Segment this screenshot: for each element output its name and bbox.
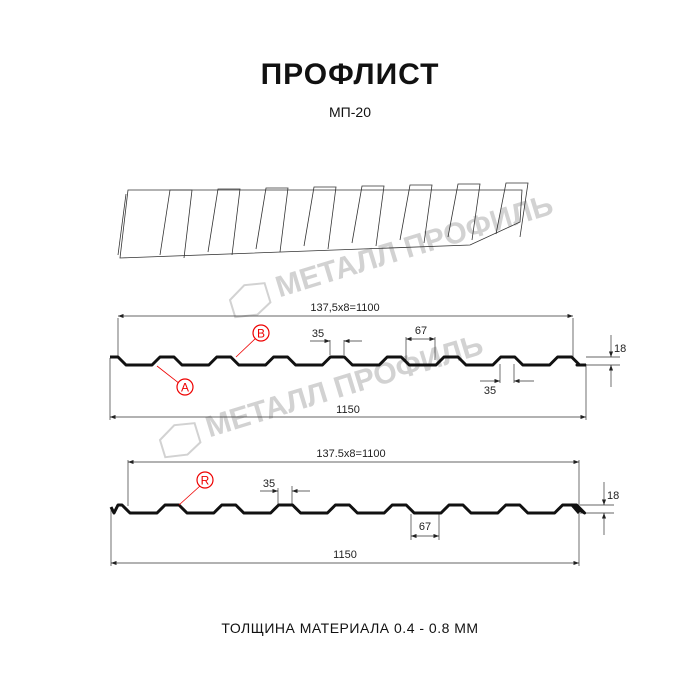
bottom-width-label: 35 xyxy=(484,385,496,397)
watermark-2: МЕТАЛЛ ПРОФИЛЬ xyxy=(158,328,487,459)
sheet-rib xyxy=(303,186,337,250)
watermark-text: МЕТАЛЛ ПРОФИЛЬ xyxy=(272,188,557,304)
svg-text:R: R xyxy=(201,474,210,488)
marker-a: A xyxy=(156,365,194,396)
sheet-3d-view xyxy=(117,182,529,259)
model-subtitle: МП-20 xyxy=(329,104,371,120)
sheet-rib xyxy=(447,183,481,241)
svg-text:A: A xyxy=(181,381,189,395)
pitch-label: 137.5x8=1100 xyxy=(316,448,385,460)
svg-text:B: B xyxy=(257,327,265,341)
profile-1-shape xyxy=(110,355,586,367)
crest-width-label: 35 xyxy=(263,478,275,490)
sheet-rib xyxy=(399,184,433,244)
trough-width-label: 67 xyxy=(419,521,431,533)
sheet-rib xyxy=(255,187,289,253)
marker-r: R xyxy=(178,471,214,506)
watermark-text: МЕТАЛЛ ПРОФИЛЬ xyxy=(202,328,487,444)
pitch-label: 137,5x8=1100 xyxy=(310,302,379,314)
watermark-logo-icon xyxy=(228,282,272,319)
sheet-rib xyxy=(207,188,241,256)
height-label: 18 xyxy=(607,490,619,502)
watermark-1: МЕТАЛЛ ПРОФИЛЬ xyxy=(228,188,557,319)
trough-width-label: 67 xyxy=(415,325,427,337)
material-thickness-note: ТОЛЩИНА МАТЕРИАЛА 0.4 - 0.8 ММ xyxy=(221,620,479,636)
profile-1: 137,5x8=1100 1150 35 67 35 18 A B xyxy=(109,302,626,420)
sheet-outline xyxy=(117,189,523,259)
marker-b: B xyxy=(235,324,270,358)
profile-2: 137.5x8=1100 1150 35 67 18 R xyxy=(109,448,619,566)
crest-width-label: 35 xyxy=(312,328,324,340)
height-label: 18 xyxy=(614,343,626,355)
width-label: 1150 xyxy=(333,549,357,561)
sheet-rib xyxy=(351,185,385,247)
profile-2-shape xyxy=(109,503,587,515)
width-label: 1150 xyxy=(336,404,360,416)
page-title: ПРОФЛИСТ xyxy=(260,58,440,91)
watermark-logo-icon xyxy=(158,422,202,459)
sheet-rib xyxy=(159,189,193,259)
sheet-rib xyxy=(495,182,529,238)
